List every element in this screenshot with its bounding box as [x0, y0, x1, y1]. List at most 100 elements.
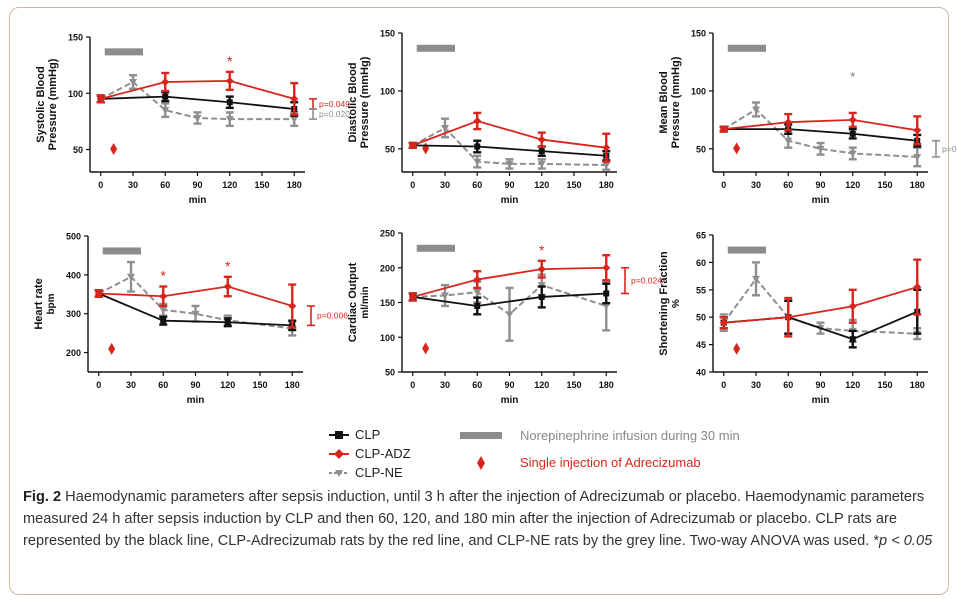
series-line — [412, 126, 607, 167]
data-point — [719, 318, 728, 327]
data-point — [505, 311, 514, 319]
x-tick-label: 60 — [783, 180, 793, 190]
caption-text: Haemodynamic parameters after sepsis ind… — [23, 489, 925, 549]
series-line — [412, 144, 607, 157]
data-point — [537, 265, 546, 274]
data-point — [752, 106, 760, 114]
data-point — [816, 145, 825, 153]
x-tick-label: 60 — [158, 380, 168, 390]
x-axis-label: min — [187, 395, 205, 406]
pvalue-label: p=0.049 — [319, 99, 350, 109]
y-tick-label: 500 — [66, 232, 81, 242]
y-tick-label: 100 — [68, 89, 83, 99]
y-axis-label: Systolic BloodPressure (mmHg) — [35, 58, 59, 150]
chart-panel: 50 100 150 0 30 60 90 120 150 180 min Diastolic Blo… — [347, 29, 617, 206]
data-point — [848, 150, 857, 158]
y-tick-label: 150 — [68, 33, 83, 43]
data-point — [127, 273, 135, 281]
x-tick-label: 150 — [877, 180, 892, 190]
data-point — [129, 79, 137, 86]
data-point — [474, 302, 481, 309]
data-point — [159, 292, 168, 301]
y-axis-label: Cardiac Outputml/min — [347, 262, 371, 342]
significance-star: * — [539, 242, 545, 258]
caption-fig-label: Fig. 2 — [23, 489, 62, 505]
series-line — [723, 118, 918, 132]
data-point — [473, 158, 482, 166]
legend-label-ne: CLP-NE — [355, 465, 403, 480]
data-point — [913, 126, 922, 135]
y-axis-label-line: ml/min — [360, 286, 371, 318]
data-point — [849, 336, 856, 343]
y-tick-label: 50 — [385, 144, 395, 154]
x-tick-label: 60 — [472, 380, 482, 390]
significance-star: * — [225, 258, 231, 274]
x-tick-label: 90 — [504, 380, 514, 390]
pvalue-label: p=0.020 — [319, 109, 350, 119]
series-line — [723, 128, 918, 142]
series-line — [98, 275, 293, 330]
data-point — [913, 153, 922, 161]
y-axis-label-line: bpm — [46, 293, 57, 314]
y-axis-label-line: Diastolic Blood — [347, 62, 359, 142]
infusion-bar — [416, 244, 455, 252]
y-tick-label: 150 — [691, 29, 706, 39]
x-axis-label: min — [501, 195, 519, 206]
legend-label-clp: CLP — [355, 427, 381, 442]
legend: CLP CLP-ADZ CLP-NE Norepinephrine infusi… — [325, 426, 885, 484]
data-point — [223, 282, 232, 291]
x-tick-label: 120 — [845, 380, 860, 390]
x-tick-label: 90 — [815, 180, 825, 190]
legend-swatch-adz — [329, 449, 349, 459]
x-tick-label: 180 — [910, 380, 925, 390]
data-point — [473, 275, 482, 284]
significance-star: * — [227, 53, 233, 69]
data-point — [94, 289, 103, 298]
x-tick-label: 0 — [410, 380, 415, 390]
data-point — [225, 76, 234, 85]
data-point — [602, 263, 611, 272]
x-tick-label: 90 — [504, 180, 514, 190]
data-point — [752, 275, 760, 283]
pvalue-label: p=0.006 — [317, 311, 348, 321]
x-tick-label: 150 — [254, 180, 269, 190]
data-point — [848, 115, 857, 124]
legend-label-injection: Single injection of Adrecizumab — [520, 455, 701, 470]
data-point — [193, 115, 202, 122]
series-line — [412, 292, 607, 307]
x-tick-label: 150 — [566, 180, 581, 190]
data-point — [474, 143, 481, 150]
y-axis-label-line: % — [671, 299, 682, 308]
charts-area: 50 100 150 0 30 60 90 120 150 180 min Systolic Bloo… — [33, 29, 957, 407]
series-line — [100, 80, 295, 121]
y-tick-label: 60 — [696, 258, 706, 268]
injection-marker — [733, 142, 741, 155]
data-point — [784, 313, 793, 322]
data-point — [473, 289, 482, 297]
legend-swatch-injection — [477, 456, 485, 470]
infusion-bar — [102, 247, 141, 255]
x-tick-label: 150 — [252, 380, 267, 390]
chart-panel: 50 100 150 0 30 60 90 120 150 180 min Mean BloodPre… — [658, 29, 957, 207]
x-tick-label: 30 — [751, 380, 761, 390]
x-axis-label: min — [812, 395, 830, 406]
x-tick-label: 0 — [721, 380, 726, 390]
x-tick-label: 120 — [534, 180, 549, 190]
y-axis-label: Heart ratebpm — [33, 278, 57, 329]
x-tick-label: 0 — [96, 380, 101, 390]
x-tick-label: 90 — [192, 180, 202, 190]
data-point — [537, 160, 546, 168]
x-tick-label: 180 — [599, 180, 614, 190]
y-tick-label: 150 — [380, 29, 395, 39]
x-axis-label: min — [812, 195, 830, 206]
data-point — [408, 292, 417, 301]
x-tick-label: 120 — [222, 180, 237, 190]
y-tick-label: 300 — [66, 309, 81, 319]
x-tick-label: 120 — [220, 380, 235, 390]
y-tick-label: 45 — [696, 340, 706, 350]
data-point — [538, 148, 545, 155]
y-axis-label-line: Cardiac Output — [347, 262, 359, 342]
chart-panel: 40 45 50 55 60 65 0 30 60 90 120 150 180 min Shortenin… — [658, 231, 928, 406]
x-tick-label: 180 — [599, 380, 614, 390]
data-point — [159, 306, 168, 314]
